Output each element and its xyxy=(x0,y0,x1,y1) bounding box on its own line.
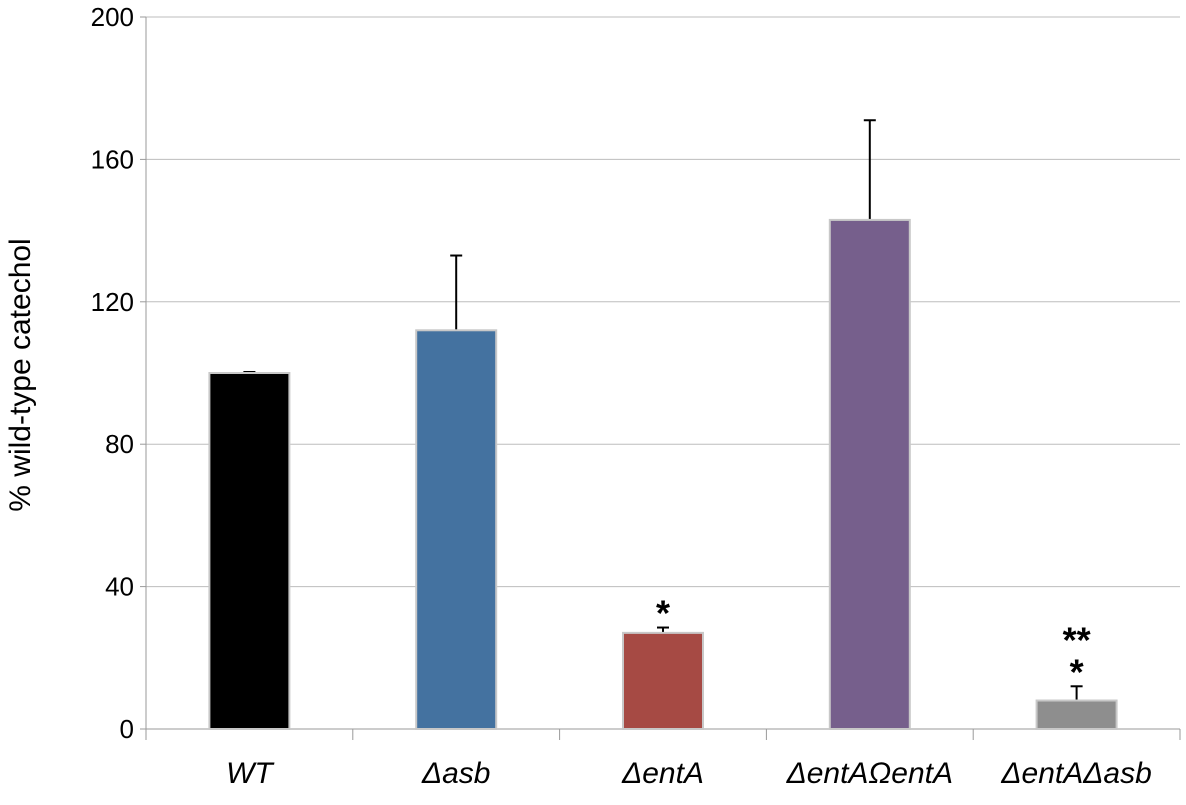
bar xyxy=(828,218,911,730)
x-tick-label: WT xyxy=(226,757,275,790)
bar xyxy=(622,631,704,731)
bar xyxy=(415,329,498,730)
y-tick-label: 40 xyxy=(105,572,134,602)
y-tick-label: 160 xyxy=(91,144,134,174)
bar xyxy=(1035,699,1118,731)
x-tick-label: ΔentAΔasb xyxy=(1000,757,1151,790)
significance-marker: ** xyxy=(1063,619,1091,660)
y-tick-label: 0 xyxy=(120,714,134,744)
x-tick-label: Δasb xyxy=(421,757,491,790)
y-axis-title: % wild-type catechol xyxy=(4,238,37,511)
y-tick-label: 200 xyxy=(91,2,134,32)
y-tick-label: 120 xyxy=(91,287,134,317)
bar xyxy=(208,372,291,730)
x-tick-label: ΔentAΩentA xyxy=(786,757,953,790)
significance-marker: * xyxy=(1070,651,1084,692)
x-tick-label: ΔentA xyxy=(621,757,704,790)
y-tick-label: 80 xyxy=(105,429,134,459)
significance-marker: * xyxy=(656,593,670,634)
